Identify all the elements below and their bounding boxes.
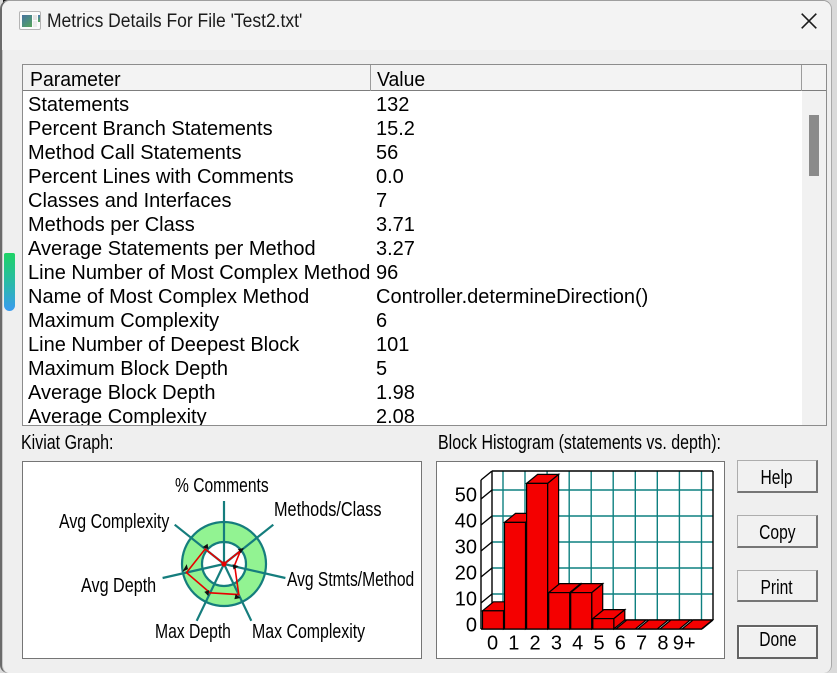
svg-text:30: 30 (455, 536, 477, 558)
svg-text:8: 8 (657, 633, 668, 655)
svg-text:20: 20 (455, 562, 477, 584)
svg-text:2: 2 (530, 633, 541, 655)
svg-text:1: 1 (508, 633, 519, 655)
svg-text:4: 4 (572, 633, 583, 655)
svg-text:7: 7 (636, 633, 647, 655)
svg-text:9+: 9+ (673, 633, 696, 655)
svg-text:10: 10 (455, 588, 477, 610)
svg-text:0: 0 (487, 633, 498, 655)
svg-text:40: 40 (455, 510, 477, 532)
svg-text:50: 50 (455, 484, 477, 506)
svg-text:6: 6 (615, 633, 626, 655)
svg-text:3: 3 (551, 633, 562, 655)
svg-text:5: 5 (593, 633, 604, 655)
svg-text:0: 0 (466, 614, 477, 636)
